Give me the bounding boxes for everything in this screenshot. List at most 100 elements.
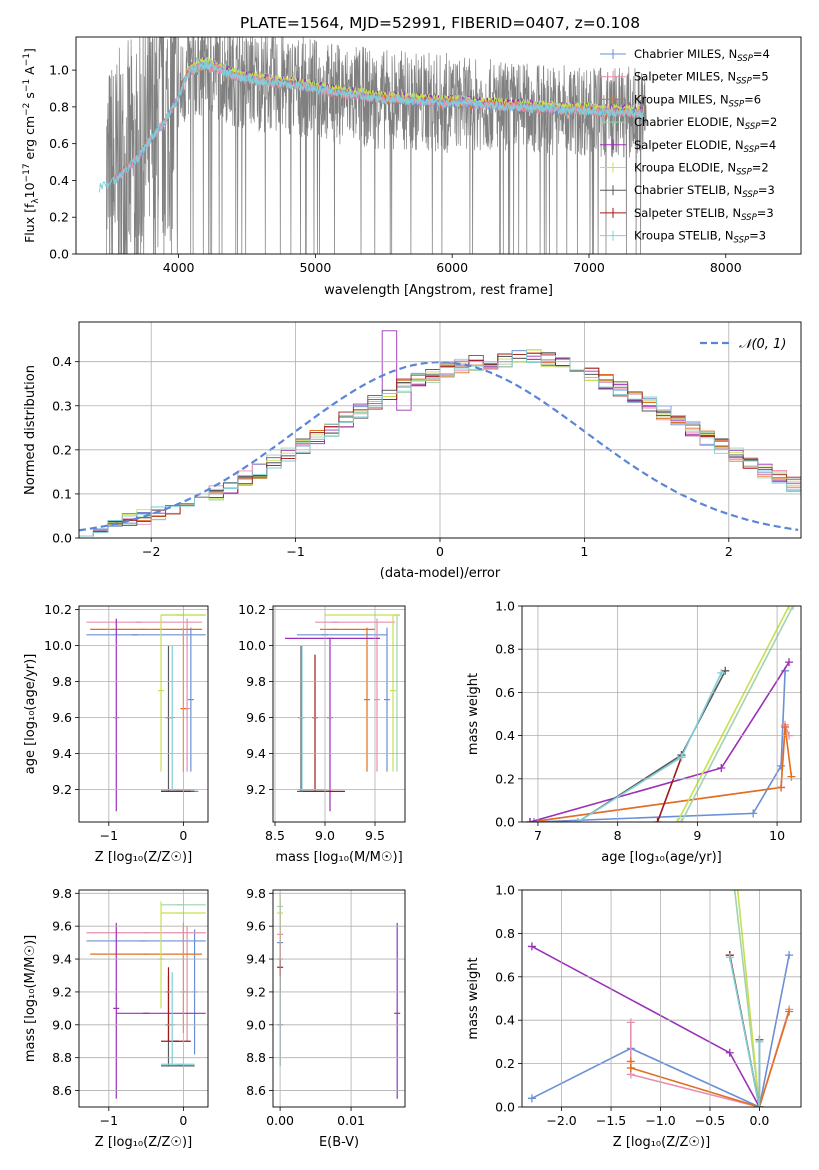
weight-line [531,945,761,1107]
y-tick-label: 0.4 [49,173,69,188]
y-axis-label-part: −2 [22,103,32,116]
y-tick-label: 0.2 [49,210,69,225]
weight-line [529,726,793,822]
legend-value: =5 [752,70,769,84]
y-tick-label: 9.2 [246,984,266,999]
weight-line [656,756,683,822]
x-tick-label: 6000 [436,260,468,275]
legend-value: =3 [758,183,775,197]
y-tick-label: 0.4 [52,354,72,369]
weight-marker [527,1094,536,1103]
weight-line [680,606,794,822]
legend-sub: SSP [744,145,760,155]
weight-marker [573,818,582,822]
model-fit-line [98,59,645,193]
mass-vs-ebv-panel: 0.00 0.01 8.6 8.8 9.0 9.2 9.4 9.6 9.8 E(B-V) [246,886,406,1150]
y-axis-label-part: −1 [22,79,32,92]
legend-label: Chabrier ELODIE, N [634,115,745,129]
x-tick-label: −2.0 [546,1113,576,1128]
age-vs-Z-frame [78,605,209,823]
legend-value: =4 [753,47,770,61]
age-vs-mass-plot-area [285,614,400,812]
mass-vs-Z-frame [78,889,209,1108]
age-vs-mass-frame [272,605,406,823]
weight-marker [525,818,534,822]
age-vs-mass-panel: 8.5 9.0 9.5 9.2 9.4 9.6 9.8 10.0 10.2 mass [log₁₀… [238,602,406,865]
mass-vs-Z-plot-area [86,901,206,1099]
y-tick-label: 0.4 [495,728,515,743]
x-tick-label: 5000 [299,260,331,275]
normal-curve [79,360,799,532]
legend-entry: Chabrier ELODIE, NSSP=2 [634,115,777,132]
y-tick-label: 9.4 [246,952,266,967]
y-axis-label: Flux [fλ10−17 erg cm−2 s−1 A−1] [22,48,41,243]
y-tick-label: 9.8 [52,674,72,689]
legend-sub: SSP [741,213,757,223]
weight-marker [717,764,726,772]
y-tick-label: 0.6 [49,136,69,151]
x-tick-label: −2 [142,544,160,559]
weight-line [676,606,790,822]
legend-value: =4 [759,138,776,152]
legend-value: =2 [752,161,769,175]
residuals-plot-area [79,330,801,537]
weight-marker [717,668,726,677]
weight-marker [789,606,798,610]
y-tick-label: 9.0 [246,1017,266,1032]
spectrum-frame [75,36,802,255]
legend-label: Kroupa ELODIE, N [634,161,736,175]
y-tick-label: 0.8 [495,642,515,657]
y-tick-label: 0.1 [52,486,72,501]
y-tick-label: 9.2 [52,984,72,999]
weight-vs-age-plot-area [525,606,798,822]
weight-marker [725,953,734,962]
legend-sub: SSP [737,54,753,64]
weight-line [529,661,790,822]
legend-value: =6 [744,92,761,106]
weight-line [736,890,761,1107]
y-tick-label: 0.8 [495,926,515,941]
x-tick-label: −0.5 [695,1113,725,1128]
weight-marker [626,1018,635,1027]
legend-entry: Salpeter MILES, NSSP=5 [634,70,769,87]
figure-title: PLATE=1564, MJD=52991, FIBERID=0407, z=0… [240,14,640,32]
legend-label: Chabrier STELIB, N [634,183,742,197]
weight-vs-age-frame [521,605,802,823]
y-tick-label: 0.2 [495,1056,515,1071]
y-axis-label-part: s [22,92,37,103]
x-tick-label: 0 [179,828,187,843]
y-tick-label: 0.6 [495,685,515,700]
weight-marker [677,753,686,762]
y-tick-label: 10.0 [44,638,72,653]
legend-value: =3 [757,206,774,220]
spectrum-panel: 4000 5000 6000 7000 8000 0.0 0.2 0.4 0.6 0.8 1.0 wa… [22,36,802,298]
y-axis-label-part: Flux [f [22,203,37,243]
y-axis-label-part: A [22,66,37,79]
x-tick-label: 7 [534,828,542,843]
y-tick-label: 0.3 [52,398,72,413]
y-tick-label: 0.8 [49,99,69,114]
x-axis-label: E(B-V) [319,1135,359,1150]
x-axis-label: wavelength [Angstrom, rest frame] [324,283,553,298]
y-axis-label-part: 10 [22,182,37,198]
y-tick-label: 1.0 [49,63,69,78]
y-tick-label: 0.0 [49,247,69,262]
y-tick-label: 8.6 [246,1083,266,1098]
legend-entry: Chabrier STELIB, NSSP=3 [634,183,775,200]
x-tick-label: −1.5 [596,1113,626,1128]
weight-vs-age-panel: 7 8 9 10 0.0 0.2 0.4 0.6 0.8 1.0 age [log₁₀(age/yr… [466,599,802,865]
legend-sub: SSP [734,236,750,246]
y-tick-label: 1.0 [495,883,515,898]
weight-marker [653,818,662,822]
x-axis-label: (data-model)/error [380,566,501,581]
x-tick-label: 10 [769,828,785,843]
x-tick-label: 2 [725,544,733,559]
y-tick-label: 0.0 [52,531,72,546]
weight-marker [781,722,790,731]
weight-marker [785,658,794,667]
x-tick-label: 8 [614,828,622,843]
y-tick-label: 1.0 [495,599,515,614]
y-tick-label: 9.6 [52,710,72,725]
y-tick-label: 0.4 [495,1013,515,1028]
